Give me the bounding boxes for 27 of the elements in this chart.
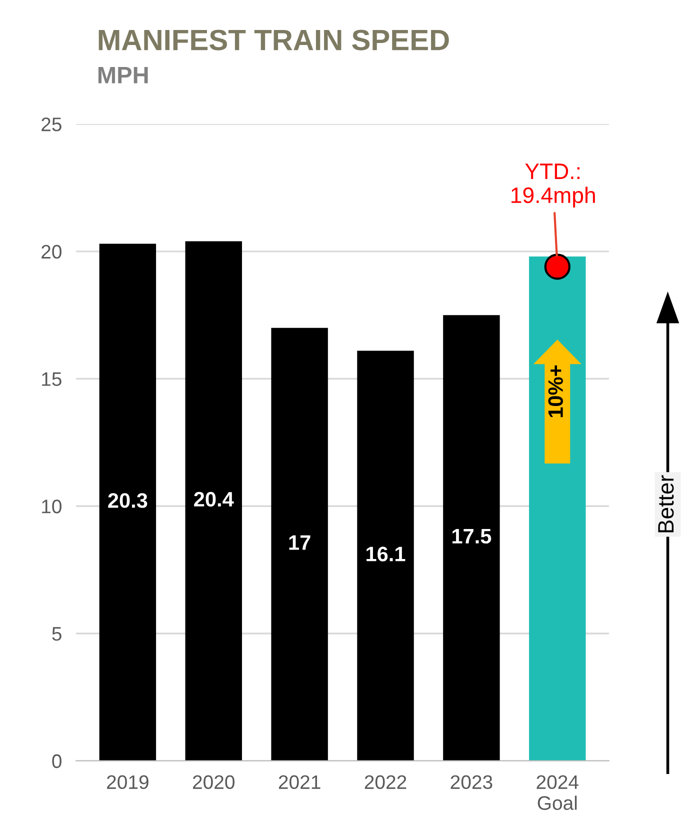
text: Better xyxy=(658,475,674,532)
annotation: 10%+ xyxy=(548,365,563,418)
y-tick-label: 5 xyxy=(52,627,62,641)
bar xyxy=(443,315,500,761)
data-label: 17.5 xyxy=(452,529,492,544)
y-tick-label: 25 xyxy=(42,118,62,132)
chart-subtitle: MPH xyxy=(98,67,148,84)
x-tick-label: 2019 xyxy=(107,775,148,790)
data-label: 17 xyxy=(289,535,310,550)
data-label: 20.4 xyxy=(194,492,234,507)
x-tick-label: 2023 xyxy=(450,775,492,790)
annotation: YTD.: 19.4mph xyxy=(512,164,595,208)
chart-title: MANIFEST TRAIN SPEED xyxy=(98,30,449,50)
bar xyxy=(185,241,242,761)
y-tick-label: 0 xyxy=(52,754,62,768)
x-tick-label: 2024 Goal xyxy=(536,775,578,810)
x-tick-label: 2020 xyxy=(192,775,234,790)
data-label: 16.1 xyxy=(366,546,406,562)
data-label: 20.3 xyxy=(108,493,148,508)
y-tick-label: 15 xyxy=(42,372,62,386)
y-tick-label: 10 xyxy=(42,500,62,514)
bar xyxy=(99,244,156,761)
y-tick-label: 20 xyxy=(42,244,62,259)
x-tick-label: 2021 xyxy=(278,775,320,790)
x-tick-label: 2022 xyxy=(364,775,406,790)
bar xyxy=(271,328,328,761)
bar xyxy=(357,350,414,761)
